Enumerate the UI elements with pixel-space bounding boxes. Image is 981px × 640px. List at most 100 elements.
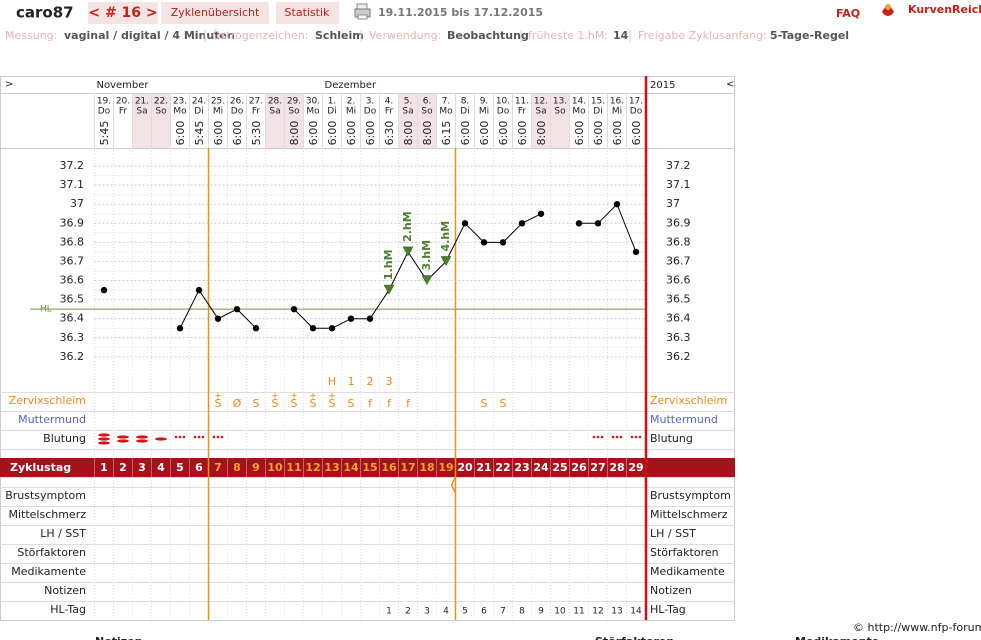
time-label: 5:45	[98, 121, 111, 146]
y-tick-label: 36.9	[60, 216, 85, 229]
weekday-label: Do	[630, 107, 643, 117]
date-label: 11.	[515, 97, 529, 107]
info-label: Verwendung:	[369, 29, 441, 42]
weekday-label: Do	[497, 107, 510, 117]
cycle-day: 6	[195, 461, 203, 474]
spotting-icon	[216, 435, 220, 439]
bleeding-icon	[117, 435, 129, 439]
date-label: 15.	[591, 97, 605, 107]
row-label: Zervixschleim	[9, 394, 86, 407]
cycle-day: 14	[343, 461, 359, 474]
zervix-value: S	[272, 397, 279, 410]
info-value: Schleim	[315, 29, 364, 42]
date-label: 23.	[173, 97, 187, 107]
row-label: Brustsymptom	[5, 489, 86, 502]
hl-day: 10	[554, 607, 566, 617]
zervix-mark: +	[214, 392, 222, 402]
info-label: früheste 1.hM:	[528, 29, 608, 42]
y-tick-label: 37.2	[666, 159, 691, 172]
spotting-icon	[182, 435, 186, 439]
peak-count: H	[328, 375, 336, 388]
time-label: 6:00	[212, 121, 225, 146]
date-label: 22.	[154, 97, 168, 107]
y-tick-label: 36.8	[666, 235, 691, 248]
y-tick-label: 36.7	[666, 254, 691, 267]
high-measurement-marker	[421, 275, 433, 286]
temperature-point	[176, 325, 184, 332]
high-measurement-label: 1.hM	[382, 249, 395, 280]
cycle-nav[interactable]: < # 16 >	[88, 5, 157, 21]
time-label: 6:00	[231, 121, 244, 146]
weekend-bg	[132, 93, 152, 148]
month-label: November	[97, 80, 150, 91]
cycle-day: 28	[609, 461, 624, 474]
zervix-mark: +	[271, 392, 279, 402]
row-label: LH / SST	[40, 527, 86, 540]
info-value: 14	[613, 29, 629, 42]
row-label: Mittelschmerz	[650, 508, 728, 521]
spotting-icon	[220, 435, 224, 439]
high-measurement-label: 3.hM	[420, 240, 433, 271]
spotting-icon	[630, 435, 634, 439]
tab[interactable]: Statistik	[285, 6, 331, 19]
hl-day: 5	[462, 607, 468, 617]
high-measurement-label: 4.hM	[439, 221, 452, 252]
tab-bg[interactable]	[276, 2, 339, 24]
row-label: Mittelschmerz	[8, 508, 86, 521]
weekend-bg	[417, 93, 437, 148]
time-label: 6:00	[573, 121, 586, 146]
cycle-day: 29	[628, 461, 643, 474]
weekday-label: Fr	[518, 107, 527, 117]
cycle-day: 11	[286, 461, 301, 474]
weekend-bg	[151, 93, 171, 148]
cycle-day: 9	[252, 461, 260, 474]
nav-next[interactable]: <	[726, 79, 734, 90]
temperature-point	[347, 315, 355, 322]
cycle-day: 27	[590, 461, 605, 474]
temperature-point	[366, 315, 374, 322]
section-heading: Notizen	[95, 635, 143, 640]
high-measurement-marker	[402, 246, 414, 257]
time-label: 6:00	[326, 121, 339, 146]
cycle-nav-bg[interactable]	[88, 2, 158, 24]
weekday-label: So	[288, 107, 300, 117]
cycle-day: 26	[571, 461, 587, 474]
hl-day: 8	[519, 607, 525, 617]
printer-icon[interactable]	[354, 3, 371, 20]
weekday-label: Mo	[439, 107, 453, 117]
weekday-label: Sa	[136, 107, 147, 117]
time-label: 6:00	[478, 121, 491, 146]
temperature-point	[309, 325, 317, 332]
tab-bg[interactable]	[161, 2, 269, 24]
time-label: 5:30	[250, 121, 263, 146]
date-label: 21.	[135, 97, 149, 107]
bleeding-icon	[98, 441, 110, 445]
cycle-day: 1	[100, 461, 108, 474]
date-label: 28.	[268, 97, 282, 107]
high-measurement-marker	[440, 256, 452, 266]
tab[interactable]: Zyklenübersicht	[171, 6, 260, 19]
cycle-day: 21	[476, 461, 491, 474]
date-label: 1.	[328, 97, 337, 107]
weekend-bg	[265, 93, 285, 148]
faq-link[interactable]: FAQ	[836, 7, 860, 20]
y-tick-label: 36.6	[666, 274, 691, 287]
row-label: Notizen	[44, 584, 86, 597]
time-label: 6:00	[516, 121, 529, 146]
date-label: 5.	[404, 97, 413, 107]
y-tick-label: 36.7	[60, 254, 85, 267]
temperature-point	[499, 239, 507, 246]
row-label: Blutung	[43, 432, 86, 445]
nav-prev[interactable]: >	[5, 79, 13, 90]
hl-day: 13	[611, 607, 622, 617]
logo[interactable]: KurvenReich	[908, 3, 981, 16]
weekday-label: So	[554, 107, 566, 117]
spotting-icon	[600, 435, 604, 439]
date-label: 19.	[97, 97, 111, 107]
weekday-label: Di	[593, 107, 602, 117]
bleeding-icon	[117, 439, 129, 443]
spotting-icon	[174, 435, 178, 439]
hl-day: 7	[500, 607, 506, 617]
weekday-label: Mi	[346, 107, 356, 117]
